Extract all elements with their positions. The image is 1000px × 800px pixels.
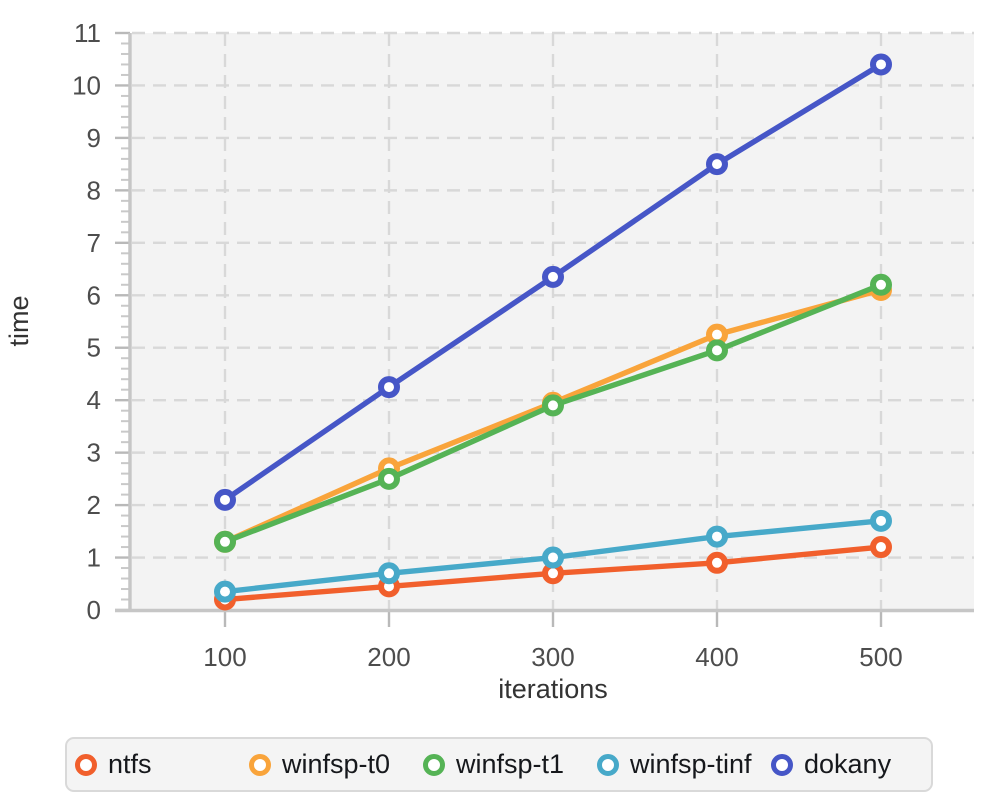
data-point-dokany[interactable] — [542, 265, 564, 288]
y-tick-label: 9 — [87, 123, 101, 153]
x-axis-title: iterations — [498, 674, 608, 704]
legend-label: winfsp-t0 — [282, 749, 391, 779]
x-tick-label: 400 — [695, 642, 738, 672]
data-point-dokany[interactable] — [706, 153, 728, 176]
data-point-winfsp-t1[interactable] — [542, 394, 564, 417]
data-point-winfsp-t1[interactable] — [706, 339, 728, 362]
data-point-ntfs[interactable] — [870, 536, 892, 559]
y-axis-title: time — [4, 295, 34, 346]
legend-label: dokany — [804, 749, 892, 779]
y-tick-label: 8 — [87, 175, 101, 205]
x-tick-label: 500 — [859, 642, 902, 672]
legend-label: winfsp-t1 — [456, 749, 565, 779]
y-tick-label: 2 — [87, 490, 101, 520]
chart-legend: ntfs winfsp-t0 winfsp-t1 winfsp-tinf dokany — [65, 737, 933, 792]
data-point-winfsp-tinf[interactable] — [706, 525, 728, 548]
data-point-winfsp-tinf[interactable] — [378, 562, 400, 585]
y-tick-label: 5 — [87, 333, 101, 363]
data-point-dokany[interactable] — [870, 53, 892, 76]
y-tick-label: 4 — [87, 385, 101, 415]
data-point-winfsp-t1[interactable] — [870, 273, 892, 296]
legend-item-winfsp-t0[interactable]: winfsp-t0 — [249, 751, 423, 778]
y-tick-label: 11 — [74, 18, 101, 48]
y-tick-label: 10 — [72, 70, 101, 100]
legend-item-dokany[interactable]: dokany — [771, 751, 891, 778]
legend-item-winfsp-t1[interactable]: winfsp-t1 — [423, 751, 597, 778]
legend-marker-winfsp-t1-icon — [423, 753, 445, 776]
data-point-winfsp-tinf[interactable] — [542, 546, 564, 569]
legend-item-winfsp-tinf[interactable]: winfsp-tinf — [597, 751, 771, 778]
data-point-winfsp-t1[interactable] — [378, 467, 400, 490]
y-tick-label: 7 — [87, 228, 101, 258]
x-tick-label: 200 — [367, 642, 410, 672]
data-point-ntfs[interactable] — [706, 551, 728, 574]
y-tick-label: 0 — [87, 595, 101, 625]
legend-marker-dokany-icon — [771, 753, 793, 776]
legend-label: ntfs — [108, 749, 152, 779]
data-point-winfsp-tinf[interactable] — [214, 580, 236, 603]
data-point-dokany[interactable] — [378, 376, 400, 399]
x-tick-label: 100 — [203, 642, 246, 672]
data-point-dokany[interactable] — [214, 488, 236, 511]
y-tick-label: 3 — [87, 438, 101, 468]
y-tick-label: 6 — [87, 280, 101, 310]
legend-marker-winfsp-tinf-icon — [597, 753, 619, 776]
legend-marker-winfsp-t0-icon — [249, 753, 271, 776]
x-tick-label: 300 — [531, 642, 574, 672]
data-point-winfsp-t1[interactable] — [214, 530, 236, 553]
data-point-winfsp-tinf[interactable] — [870, 509, 892, 532]
y-tick-label: 1 — [87, 543, 101, 573]
legend-marker-ntfs-icon — [75, 753, 97, 776]
legend-item-ntfs[interactable]: ntfs — [75, 751, 249, 778]
legend-label: winfsp-tinf — [630, 749, 752, 779]
